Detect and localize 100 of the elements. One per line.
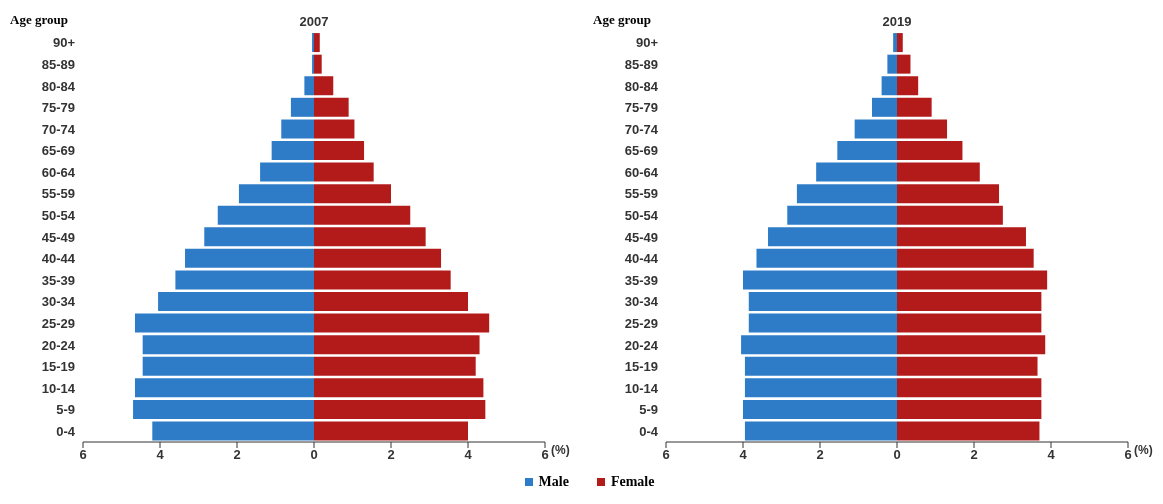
bar	[142, 335, 314, 355]
y-tick-label: 75-79	[41, 100, 75, 116]
y-tick-label: 45-49	[624, 229, 658, 245]
bar	[897, 421, 1040, 441]
y-tick-label: 50-54	[41, 208, 76, 224]
bar	[748, 292, 897, 312]
y-tick-label: 55-59	[624, 186, 658, 202]
bar	[314, 54, 322, 74]
y-tick-label: 30-34	[41, 294, 76, 310]
y-tick-label: 55-59	[41, 186, 75, 202]
y-tick-label: 75-79	[624, 100, 658, 116]
bar	[152, 421, 314, 441]
bar	[897, 227, 1026, 247]
y-axis-title: Age group	[593, 12, 651, 28]
bar	[314, 184, 391, 204]
y-tick-label: 20-24	[41, 337, 76, 353]
bar	[897, 140, 963, 160]
bar	[837, 140, 897, 160]
y-tick-label: 25-29	[624, 315, 658, 331]
bar	[897, 356, 1038, 376]
bar	[796, 184, 897, 204]
bar	[314, 162, 374, 182]
bar	[314, 119, 355, 139]
bar	[134, 378, 314, 398]
y-tick-label: 10-14	[41, 380, 76, 396]
bar	[897, 292, 1042, 312]
y-tick-label: 50-54	[624, 208, 659, 224]
y-tick-label: 5-9	[56, 402, 75, 418]
bar	[816, 162, 897, 182]
bar	[897, 399, 1042, 419]
y-tick-label: 80-84	[41, 78, 76, 94]
y-tick-label: 70-74	[41, 121, 76, 137]
bar	[271, 140, 314, 160]
y-tick-label: 10-14	[624, 380, 659, 396]
bar	[314, 76, 334, 96]
legend-label: Male	[537, 474, 569, 490]
y-tick-label: 60-64	[41, 164, 76, 180]
bar	[238, 184, 314, 204]
x-tick-label: 6	[662, 447, 670, 463]
bar	[314, 356, 476, 376]
bar	[748, 313, 897, 333]
bar	[768, 227, 897, 247]
bar	[897, 205, 1003, 225]
x-tick-label: 4	[1047, 447, 1056, 463]
bar	[314, 205, 411, 225]
bar	[314, 270, 451, 290]
y-tick-label: 90+	[52, 35, 76, 51]
y-tick-label: 25-29	[41, 315, 75, 331]
y-tick-label: 30-34	[624, 294, 659, 310]
bar	[897, 184, 1000, 204]
bar	[787, 205, 897, 225]
bar	[744, 378, 897, 398]
y-tick-label: 5-9	[639, 402, 658, 418]
bar	[314, 97, 349, 117]
y-tick-label: 40-44	[624, 251, 659, 267]
x-axis-title: (%)	[551, 443, 570, 458]
bar	[134, 313, 314, 333]
x-tick-label: 6	[1124, 447, 1132, 463]
bar	[133, 399, 314, 419]
x-tick-label: 0	[893, 447, 901, 463]
bar	[217, 205, 314, 225]
bar	[741, 335, 897, 355]
y-tick-label: 35-39	[624, 272, 658, 288]
bar	[314, 335, 480, 355]
x-tick-label: 4	[156, 447, 165, 463]
x-tick-label: 6	[79, 447, 87, 463]
y-tick-label: 70-74	[624, 121, 659, 137]
bar	[204, 227, 314, 247]
bar	[260, 162, 314, 182]
bar	[881, 76, 897, 96]
bar	[897, 313, 1042, 333]
bar	[743, 270, 897, 290]
y-tick-label: 85-89	[41, 56, 75, 72]
bar	[897, 76, 919, 96]
bar	[314, 378, 484, 398]
y-tick-label: 20-24	[624, 337, 659, 353]
bar	[314, 313, 490, 333]
bar	[897, 119, 948, 139]
x-tick-label: 4	[464, 447, 473, 463]
bar	[897, 33, 903, 53]
bar	[304, 76, 314, 96]
y-tick-label: 65-69	[41, 143, 75, 159]
x-tick-label: 2	[387, 447, 395, 463]
bar	[314, 140, 365, 160]
y-tick-label: 90+	[635, 35, 659, 51]
chart-title: 2019	[881, 14, 913, 29]
bar	[897, 97, 932, 117]
y-tick-label: 80-84	[624, 78, 659, 94]
legend-label: Female	[609, 474, 655, 490]
y-tick-label: 85-89	[624, 56, 658, 72]
bar	[756, 248, 897, 268]
y-tick-label: 0-4	[56, 423, 76, 439]
bar	[743, 399, 897, 419]
bar	[175, 270, 314, 290]
bar	[281, 119, 314, 139]
bar	[142, 356, 314, 376]
bar	[871, 97, 897, 117]
bar	[314, 292, 468, 312]
y-tick-label: 40-44	[41, 251, 76, 267]
bar	[314, 421, 468, 441]
